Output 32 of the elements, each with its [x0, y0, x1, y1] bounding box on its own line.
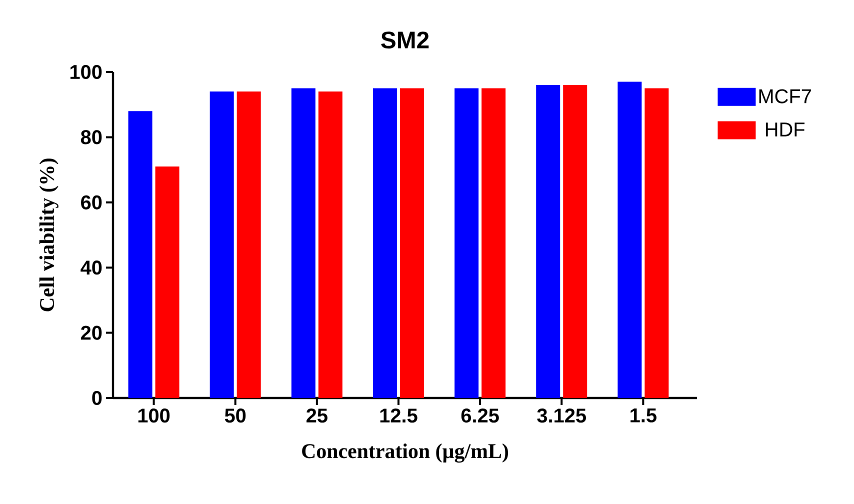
- y-tick-label: 20: [81, 326, 102, 340]
- y-tick-label: 100: [70, 64, 102, 80]
- bar: [128, 111, 152, 398]
- x-tick-label: 1.5: [630, 408, 656, 422]
- x-tick-label: 12.5: [380, 408, 418, 423]
- bar: [644, 88, 669, 398]
- bar: [318, 92, 342, 398]
- x-tick-label: 6.25: [461, 408, 499, 423]
- bar: [536, 85, 560, 398]
- x-axis-title: Concentration (µg/mL): [302, 443, 508, 463]
- y-axis-title: Cell viability (%): [39, 158, 58, 312]
- x-tick-label: 50: [224, 408, 246, 423]
- y-tick-label: 60: [81, 195, 102, 210]
- y-tick-label: 0: [92, 390, 102, 406]
- x-tick-label: 3.125: [537, 408, 586, 423]
- bar: [454, 88, 479, 398]
- bar: [291, 88, 316, 398]
- legend-label: MCF7: [759, 89, 811, 104]
- bar: [563, 85, 588, 398]
- legend-label: HDF: [766, 122, 804, 136]
- y-tick-label: 80: [80, 130, 102, 144]
- x-tick-label: 100: [138, 408, 170, 423]
- x-tick-label: 25: [306, 408, 328, 423]
- chart-title: SM2: [381, 32, 429, 48]
- bar: [482, 88, 506, 398]
- bar: [155, 166, 180, 398]
- bar: [372, 88, 397, 398]
- bar: [236, 92, 261, 398]
- bar: [210, 92, 234, 398]
- bar: [400, 88, 424, 398]
- bar: [618, 82, 642, 398]
- y-tick-label: 40: [80, 260, 102, 275]
